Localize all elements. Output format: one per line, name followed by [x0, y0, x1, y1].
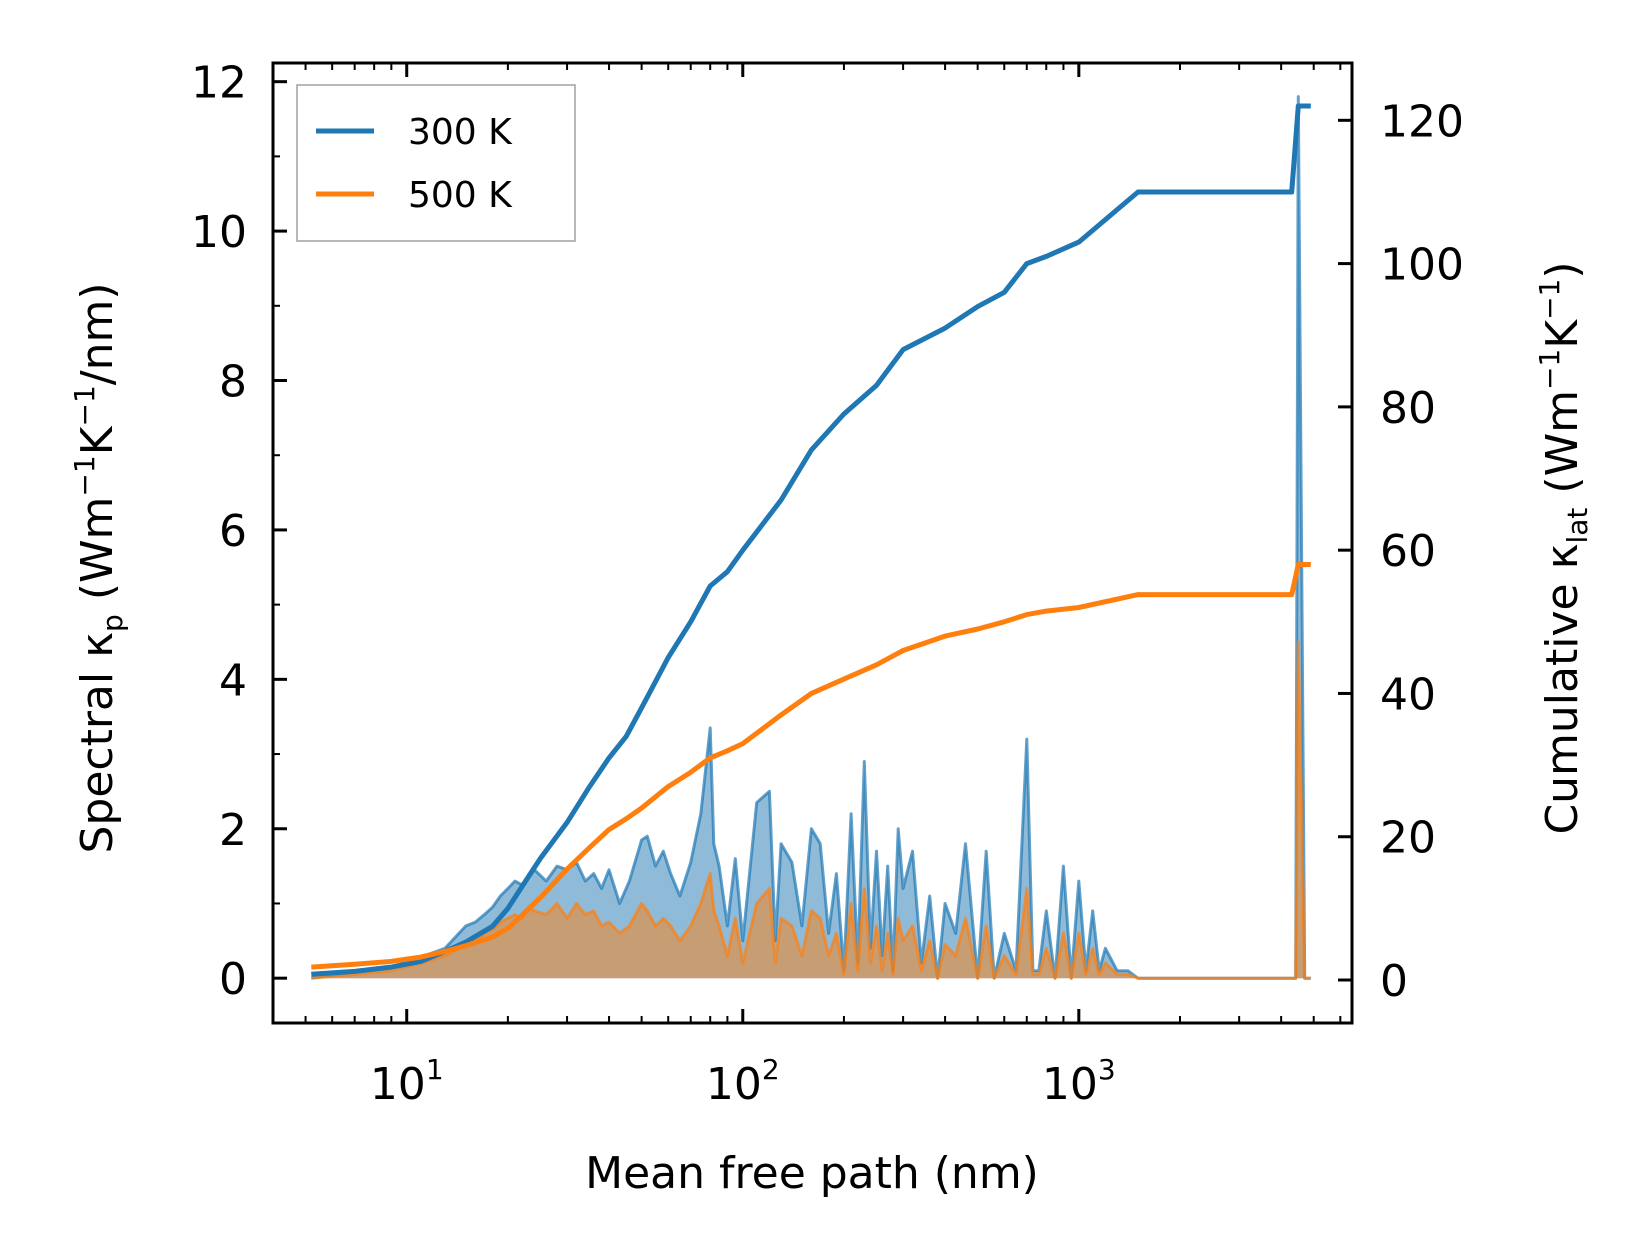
right-label-mid2: K: [1537, 319, 1588, 349]
left-y-axis: 0 2 4 6 8 10 12: [191, 58, 287, 1005]
x-axis: 101 102 103: [272, 63, 1342, 1110]
left-tick-label: 8: [219, 357, 247, 408]
left-tick-label: 6: [219, 506, 247, 557]
spectral-series-layer: [311, 95, 1311, 980]
left-label-sub: p: [96, 614, 129, 632]
left-tick-label: 12: [191, 58, 247, 109]
left-tick-label: 10: [191, 207, 247, 258]
right-label-mid1: (Wm: [1537, 390, 1588, 508]
right-label-sup1: −1: [1533, 349, 1566, 390]
left-label-sup1: −1: [68, 455, 101, 496]
x-tick-label: 103: [1042, 1053, 1116, 1110]
legend-label-500k: 500 K: [408, 175, 513, 216]
left-tick-label: 2: [219, 805, 247, 856]
right-tick-label: 100: [1380, 240, 1464, 291]
right-label-suffix: ): [1537, 261, 1588, 278]
left-tick-label: 0: [219, 954, 247, 1005]
cumulative-line-500k: [311, 562, 1311, 970]
right-y-axis: 0 20 40 60 80 100 120: [1338, 96, 1464, 1007]
right-label-prefix: Cumulative κ: [1537, 543, 1588, 834]
right-tick-label: 60: [1380, 526, 1436, 577]
legend: 300 K 500 K: [296, 84, 576, 242]
left-y-axis-label: Spectral κp (Wm−1K−1/nm): [68, 282, 129, 853]
x-axis-label: Mean free path (nm): [585, 1148, 1039, 1199]
left-label-mid1: (Wm: [72, 497, 123, 615]
right-tick-label: 40: [1380, 669, 1436, 720]
right-tick-label: 120: [1380, 96, 1464, 147]
spectral-line-500k: [311, 640, 1311, 980]
x-tick-label: 102: [706, 1053, 780, 1110]
right-tick-label: 0: [1380, 956, 1408, 1007]
right-label-sup2: −1: [1533, 279, 1566, 320]
x-tick-label: 101: [370, 1053, 444, 1110]
left-label-prefix: Spectral κ: [72, 632, 123, 854]
cumulative-series-layer: [311, 103, 1311, 977]
left-label-mid2: K: [72, 425, 123, 455]
left-label-sup2: −1: [68, 385, 101, 426]
spectral-line-300k: [311, 95, 1311, 980]
left-tick-label: 4: [219, 655, 247, 706]
left-label-suffix: /nm): [72, 282, 123, 385]
legend-box: [296, 84, 576, 242]
right-tick-label: 80: [1380, 383, 1436, 434]
cumulative-line-300k: [311, 103, 1311, 977]
right-tick-label: 20: [1380, 813, 1436, 864]
plot-frame: [271, 61, 1354, 1025]
plot-area: [311, 95, 1311, 980]
right-label-sub: lat: [1561, 508, 1594, 544]
right-y-axis-label: Cumulative κlat (Wm−1K−1): [1533, 261, 1594, 834]
legend-label-300k: 300 K: [408, 112, 513, 153]
